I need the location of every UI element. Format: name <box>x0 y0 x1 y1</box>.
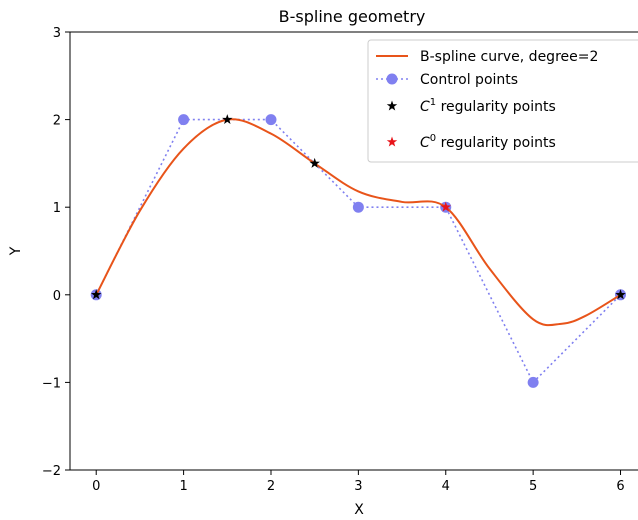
legend-symbol: C <box>420 99 430 115</box>
c1-regularity-point <box>90 289 102 300</box>
y-tick-label: 1 <box>53 201 61 216</box>
x-tick-label: 5 <box>529 479 537 494</box>
x-tick-label: 4 <box>442 479 450 494</box>
y-axis-label: Y <box>8 246 24 256</box>
regularity-series <box>90 114 626 300</box>
legend-label-0: B-spline curve, degree=2 <box>420 49 598 65</box>
control-point <box>352 201 364 213</box>
c1-regularity-point <box>222 114 233 125</box>
legend-label-3: C0 regularity points <box>420 133 556 151</box>
legend-text: regularity points <box>436 135 556 151</box>
y-tick-label: 3 <box>53 26 61 41</box>
legend-handle-2 <box>386 100 398 111</box>
bspline-curve <box>95 118 622 327</box>
y-tick-label: 2 <box>53 114 61 129</box>
legend-superscript: 0 <box>430 133 436 144</box>
legend-box <box>367 39 638 163</box>
spline-series <box>95 118 622 327</box>
legend-label-2: C1 regularity points <box>420 97 556 115</box>
legend-label-1: Control points <box>420 72 518 88</box>
c1-regularity-point <box>309 157 320 168</box>
y-tick-label: 0 <box>53 289 61 304</box>
x-tick-label: 2 <box>267 479 275 494</box>
chart-title: B-spline geometry <box>279 7 426 26</box>
legend-text: regularity points <box>436 99 556 115</box>
y-axis: −2 −1 0 1 2 3 <box>42 26 70 479</box>
control-point <box>265 114 277 126</box>
c0-regularity-point <box>440 201 451 212</box>
c1-regularity-point <box>615 289 626 300</box>
legend-star-marker <box>386 136 398 147</box>
x-axis-label: X <box>354 502 364 518</box>
x-tick-label: 6 <box>616 479 624 494</box>
y-tick-label: −2 <box>42 464 61 479</box>
regularity-series <box>440 201 451 212</box>
legend-handle-1 <box>376 73 408 85</box>
x-tick-label: 3 <box>354 479 362 494</box>
legend-superscript: 1 <box>430 97 436 108</box>
legend-handle-3 <box>386 136 398 147</box>
control-point <box>178 114 190 126</box>
x-axis: 0 1 2 3 4 5 6 <box>92 470 625 494</box>
control-point <box>527 376 539 388</box>
legend-star-marker <box>386 100 398 111</box>
legend-marker <box>386 73 398 85</box>
x-tick-label: 1 <box>179 479 187 494</box>
plot-area <box>69 31 638 471</box>
x-tick-label: 0 <box>92 479 100 494</box>
legend-symbol: C <box>420 135 430 151</box>
y-tick-label: −1 <box>42 376 61 391</box>
